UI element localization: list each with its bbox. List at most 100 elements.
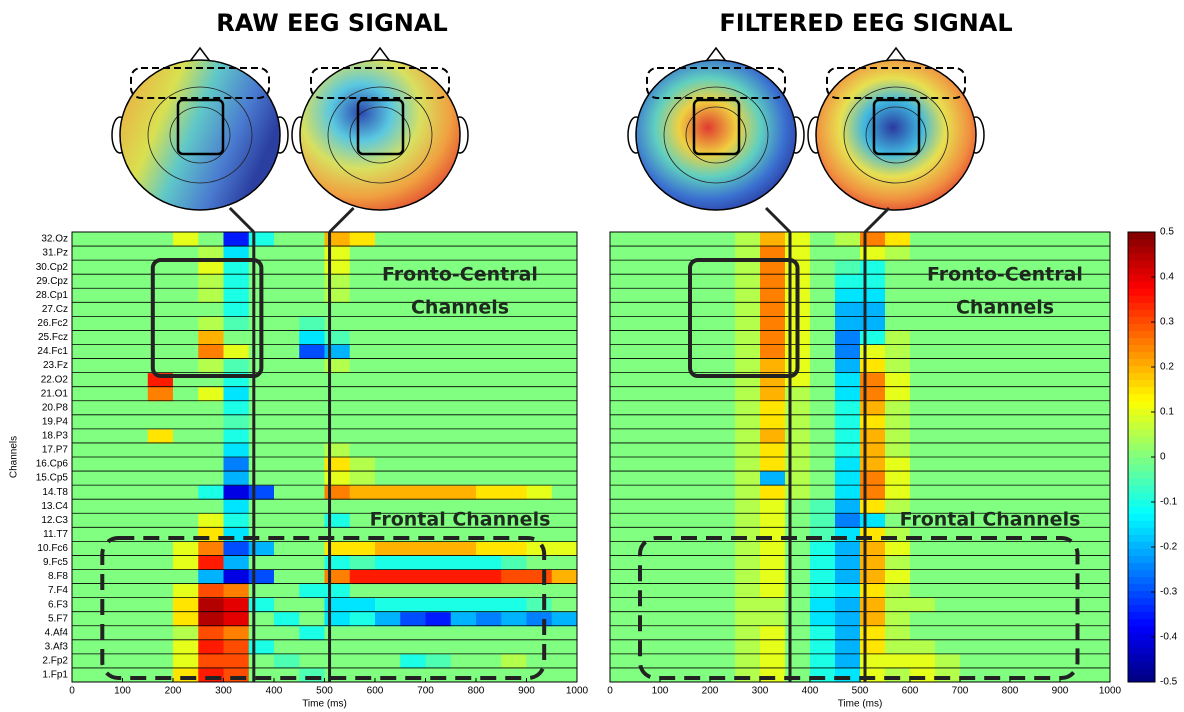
heatmap-cell: [835, 373, 861, 388]
heatmap-cell: [451, 541, 477, 556]
colorbar-step: [1128, 471, 1155, 479]
heatmap-cell: [1010, 570, 1036, 585]
heatmap-cell: [1035, 654, 1061, 669]
heatmap-cell: [350, 387, 376, 402]
heatmap-cell: [97, 485, 123, 500]
heatmap-cell: [610, 274, 636, 289]
heatmap-cell: [527, 302, 553, 317]
heatmap-cell: [710, 626, 736, 641]
heatmap-cell: [835, 668, 861, 683]
y-tick-label: 15.Cp5: [36, 473, 69, 484]
heatmap-cell: [960, 626, 986, 641]
heatmap-cell: [985, 485, 1011, 500]
x-tick-label: 200: [702, 686, 719, 697]
y-tick-label: 1.Fp1: [42, 670, 68, 681]
heatmap-cell: [610, 260, 636, 275]
heatmap-cell: [910, 330, 936, 345]
heatmap-cell: [72, 246, 98, 261]
colorbar-step: [1128, 288, 1155, 296]
y-tick-label: 2.Fp2: [42, 656, 68, 667]
heatmap-cell: [960, 429, 986, 444]
heatmap-cell: [760, 457, 786, 472]
heatmap-cell: [660, 373, 686, 388]
heatmap-cell: [476, 232, 502, 247]
heatmap-cell: [910, 570, 936, 585]
heatmap-cell: [1060, 232, 1086, 247]
colorbar-step: [1128, 450, 1155, 458]
heatmap-cell: [1035, 443, 1061, 458]
heatmap-cell: [123, 541, 149, 556]
heatmap-cell: [760, 626, 786, 641]
colorbar-step: [1128, 541, 1155, 549]
colorbar-step: [1128, 429, 1155, 437]
heatmap-cell: [173, 640, 199, 655]
y-tick-label: 22.O2: [41, 374, 69, 385]
heatmap-cell: [760, 584, 786, 599]
heatmap-cell: [885, 302, 911, 317]
heatmap-cell: [501, 330, 527, 345]
heatmap-cell: [123, 232, 149, 247]
heatmap-cell: [660, 246, 686, 261]
heatmap-cell: [350, 302, 376, 317]
heatmap-cell: [527, 598, 553, 613]
heatmap-cell: [72, 513, 98, 528]
heatmap-cell: [350, 640, 376, 655]
heatmap-cell: [935, 654, 961, 669]
heatmap-cell: [426, 541, 452, 556]
heatmap-cell: [910, 584, 936, 599]
heatmap-cell: [710, 387, 736, 402]
heatmap-cell: [985, 584, 1011, 599]
heatmap-cell: [72, 330, 98, 345]
heatmap-cell: [97, 316, 123, 331]
heatmap-cell: [835, 499, 861, 514]
heatmap-cell: [985, 359, 1011, 374]
heatmap-cell: [375, 471, 401, 486]
heatmap-cell: [274, 387, 300, 402]
heatmap-cell: [1035, 429, 1061, 444]
heatmap-cell: [1010, 485, 1036, 500]
heatmap-cell: [476, 555, 502, 570]
heatmap-cell: [760, 232, 786, 247]
heatmap-cell: [375, 584, 401, 599]
heatmap-cell: [173, 330, 199, 345]
heatmap-cell: [885, 443, 911, 458]
heatmap-cell: [985, 541, 1011, 556]
heatmap-cell: [710, 485, 736, 500]
x-tick-label: 900: [518, 686, 535, 697]
heatmap-cell: [1010, 612, 1036, 627]
heatmap-cell: [123, 359, 149, 374]
heatmap-cell: [72, 302, 98, 317]
colorbar-step: [1128, 394, 1155, 402]
y-tick-label: 4.Af4: [45, 627, 69, 638]
heatmap-cell: [960, 668, 986, 683]
heatmap-cell: [660, 513, 686, 528]
heatmap-cell: [148, 598, 174, 613]
heatmap-cell: [1060, 415, 1086, 430]
heatmap-cell: [375, 316, 401, 331]
heatmap-cell: [451, 485, 477, 500]
heatmap-cell: [910, 555, 936, 570]
heatmap-cell: [72, 626, 98, 641]
heatmap-cell: [274, 626, 300, 641]
heatmap-cell: [1085, 387, 1111, 402]
heatmap-cell: [451, 232, 477, 247]
heatmap-cell: [224, 626, 250, 641]
heatmap-cell: [198, 555, 224, 570]
heatmap-cell: [72, 260, 98, 275]
heatmap-cell: [72, 316, 98, 331]
x-tick-label: 0: [69, 686, 75, 697]
heatmap-cell: [1060, 288, 1086, 303]
colorbar-step: [1128, 345, 1155, 353]
heatmap-cell: [97, 302, 123, 317]
heatmap-cell: [173, 541, 199, 556]
heatmap-cell: [1060, 359, 1086, 374]
heatmap-cell: [426, 387, 452, 402]
heatmap-cell: [552, 316, 578, 331]
heatmap-cell: [148, 541, 174, 556]
heatmap-cell: [299, 316, 325, 331]
heatmap-cell: [1035, 668, 1061, 683]
heatmap-cell: [985, 232, 1011, 247]
marker-connector: [330, 208, 354, 232]
heatmap-cell: [552, 387, 578, 402]
heatmap-cell: [835, 654, 861, 669]
